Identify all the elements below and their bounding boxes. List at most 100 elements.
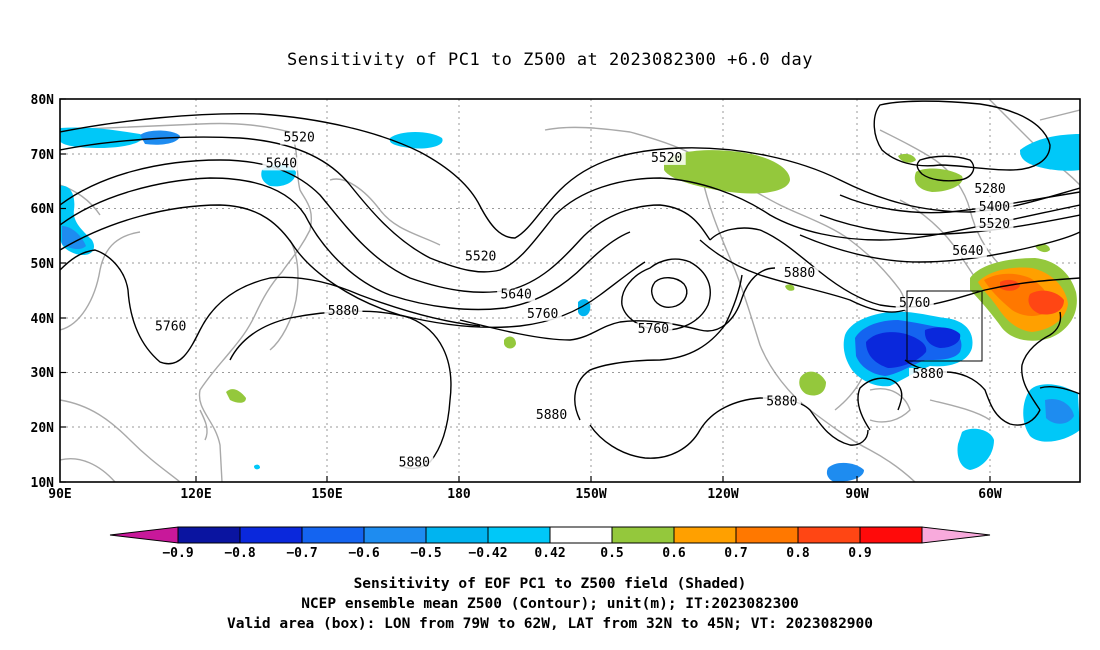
contour-label-bg: [634, 323, 673, 337]
contour-label-bg: [948, 244, 987, 258]
contour-label: 5880: [536, 408, 567, 423]
caption-line-1: Sensitivity of EOF PC1 to Z500 field (Sh…: [353, 576, 747, 592]
latitude-labels: 80N 70N 60N 50N 40N 30N 20N 10N: [31, 93, 55, 491]
lat-label: 70N: [31, 148, 55, 163]
contour-label: 5640: [500, 288, 531, 303]
colorbar-swatch: [363, 526, 427, 544]
contour-label: 5760: [638, 322, 669, 337]
contour-label-bg: [909, 368, 947, 382]
colorbar-swatch: [611, 526, 675, 544]
colorbar-swatch: [673, 526, 737, 544]
negative-patch: [1020, 134, 1080, 171]
negative-patch: [60, 127, 143, 148]
lon-label: 120E: [180, 487, 211, 502]
colorbar: −0.9 −0.8 −0.7 −0.6 −0.5 −0.42 0.42 0.5 0.6 0.7 0.…: [109, 526, 991, 561]
colorbar-swatch: [859, 526, 923, 544]
contour-label-bg: [647, 151, 686, 165]
lat-label: 20N: [31, 421, 55, 436]
contour-label-bg: [532, 409, 571, 423]
caption-line-2: NCEP ensemble mean Z500 (Contour); unit(…: [301, 596, 799, 612]
negative-patch: [1045, 398, 1074, 424]
contour-label: 5520: [465, 249, 496, 264]
positive-patch: [799, 371, 826, 396]
colorbar-swatch: [487, 526, 551, 544]
contour-label-bg: [780, 266, 819, 280]
lon-label: 180: [447, 487, 471, 502]
contour-label-bg: [895, 296, 934, 310]
lon-label: 120W: [707, 487, 738, 502]
colorbar-tick-label: −0.8: [224, 546, 255, 561]
negative-patch: [62, 226, 86, 250]
negative-patch: [866, 332, 927, 368]
axis-ticks: [60, 98, 991, 483]
contour-label-bg: [762, 395, 801, 409]
longitude-labels: 90E 120E 150E 180 150W 120W 90W 60W: [48, 487, 1002, 502]
lat-label: 40N: [31, 312, 55, 327]
colorbar-tick-label: −0.6: [348, 546, 379, 561]
contour-label-bg: [975, 201, 1014, 215]
contour-label-bg: [497, 288, 536, 302]
lon-label: 60W: [978, 487, 1002, 502]
negative-patch: [924, 327, 961, 348]
contour-label: 5640: [952, 244, 983, 259]
contour-label: 5400: [979, 200, 1010, 215]
contour-label-bg: [395, 456, 434, 470]
contour-label-bg: [971, 183, 1009, 197]
colorbar-swatch: [797, 526, 861, 544]
positive-patch: [226, 389, 246, 403]
contour-label-bg: [324, 305, 363, 319]
lat-label: 10N: [31, 476, 55, 491]
lat-label: 60N: [31, 202, 55, 217]
colorbar-tick-label: −0.42: [468, 546, 507, 561]
lon-label: 150E: [311, 487, 342, 502]
contour-label: 5880: [328, 304, 359, 319]
contour-label-bg: [262, 157, 301, 171]
negative-patch: [826, 462, 864, 482]
graticule: [60, 99, 1080, 482]
map-frame: [59, 98, 1081, 483]
valid-area-box: [906, 290, 983, 362]
contour-labels: 5520 5640 5520 5280 5400 5520 5640 5520 5640 5880…: [151, 131, 1014, 471]
contour-label: 5760: [155, 319, 186, 334]
colorbar-tick-label: 0.7: [724, 546, 747, 561]
colorbar-swatch: [239, 526, 303, 544]
colorbar-swatch: [549, 526, 613, 544]
lon-label: 90W: [845, 487, 869, 502]
contour-label-bg: [461, 250, 500, 264]
contour-label-bg: [151, 320, 190, 334]
colorbar-tick-label: 0.5: [600, 546, 623, 561]
contour-label: 5640: [266, 156, 297, 171]
lat-label: 30N: [31, 366, 55, 381]
sensitivity-shading: [60, 127, 1080, 482]
colorbar-tick-label: 0.9: [848, 546, 871, 561]
colorbar-swatch: [177, 526, 241, 544]
contour-label: 5760: [899, 296, 930, 311]
lat-label: 50N: [31, 257, 55, 272]
figure-title: Sensitivity of PC1 to Z500 at 2023082300…: [286, 50, 813, 70]
contour-label: 5520: [979, 217, 1010, 232]
positive-patch: [898, 153, 916, 163]
contour-label-bg: [523, 307, 562, 321]
caption-line-3: Valid area (box): LON from 79W to 62W, L…: [226, 616, 873, 632]
negative-patch: [254, 464, 260, 470]
figure-caption: Sensitivity of EOF PC1 to Z500 field (Sh…: [0, 574, 1100, 634]
colorbar-tick-label: 0.42: [534, 546, 565, 561]
colorbar-under-triangle: [109, 526, 179, 544]
contour-label-bg: [280, 131, 319, 145]
colorbar-tick-label: −0.5: [410, 546, 441, 561]
contour-label: 5280: [974, 182, 1005, 197]
z500-contours: [60, 100, 1080, 470]
colorbar-swatch: [735, 526, 799, 544]
contour-label: 5760: [527, 307, 558, 322]
colorbar-swatch: [301, 526, 365, 544]
lon-label: 90E: [48, 487, 71, 502]
negative-patch: [957, 428, 994, 470]
contour-label: 5880: [766, 394, 797, 409]
contour-label: 5880: [784, 266, 815, 281]
contour-label-bg: [975, 218, 1014, 232]
contour-label: 5520: [651, 151, 682, 166]
positive-patch: [1028, 290, 1064, 315]
colorbar-tick-label: 0.8: [786, 546, 810, 561]
colorbar-swatch: [425, 526, 489, 544]
